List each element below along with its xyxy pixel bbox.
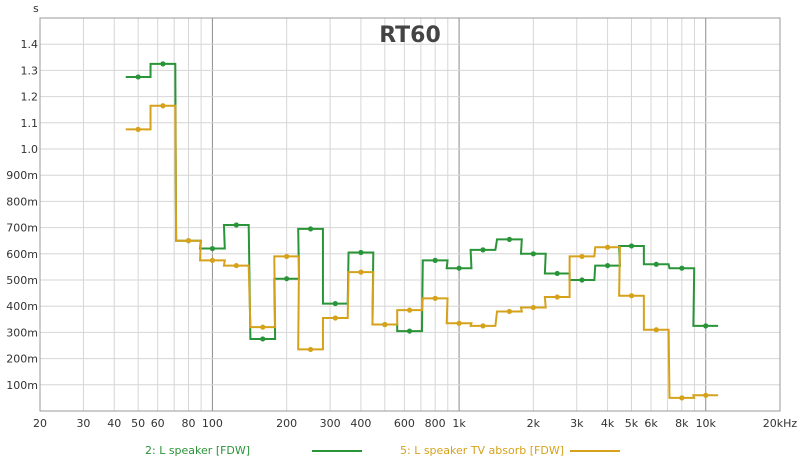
data-point [703, 323, 709, 329]
data-point [406, 307, 413, 313]
x-tick-label: 100 [202, 417, 223, 430]
y-tick-label: 1.4 [21, 38, 39, 51]
y-tick-label: 400m [6, 300, 38, 313]
y-tick-label: 1.3 [21, 64, 39, 77]
data-point [703, 392, 709, 398]
data-point [284, 253, 290, 260]
x-tick-label: 10k [696, 417, 717, 430]
data-point [284, 276, 290, 282]
x-tick-label: 3k [570, 417, 584, 430]
data-point [307, 346, 314, 353]
data-point [307, 226, 314, 232]
data-point [160, 61, 166, 67]
x-tick-label: 8k [675, 417, 689, 430]
data-point [185, 238, 192, 244]
x-tick-label: 60 [151, 417, 165, 430]
data-point [233, 222, 239, 228]
y-axis-ticks: 100m 200m 300m 400m 500m 600m 700m 800m 900m 1.0 1… [6, 38, 38, 392]
data-point [382, 321, 388, 328]
legend[interactable]: 2: L speaker [FDW] 5: L speaker TV absorb… [145, 444, 620, 457]
y-tick-label: 100m [6, 379, 38, 392]
data-point [135, 74, 141, 80]
data-point [579, 253, 585, 260]
x-tick-label: 4k [601, 417, 615, 430]
x-tick-label: 40 [107, 417, 121, 430]
data-point [209, 245, 216, 252]
data-point [530, 251, 536, 257]
plot-area [39, 17, 781, 412]
y-tick-label: 300m [6, 326, 38, 339]
data-point [506, 236, 513, 242]
data-point [358, 269, 364, 275]
y-tick-label: 200m [6, 353, 38, 366]
series-line-2 [125, 104, 719, 399]
data-point [554, 270, 560, 277]
x-tick-label: 5k [625, 417, 639, 430]
y-tick-label: 700m [6, 222, 38, 235]
x-tick-label: 1k [452, 417, 466, 430]
data-point [456, 265, 462, 271]
data-point [406, 328, 413, 334]
x-tick-label: 30 [76, 417, 90, 430]
data-point [260, 324, 266, 330]
legend-label-2[interactable]: 5: L speaker TV absorb [FDW] [400, 444, 564, 457]
x-tick-label: 6k [644, 417, 658, 430]
data-point [653, 261, 659, 267]
data-point [506, 308, 513, 315]
data-point [579, 277, 585, 283]
data-point [260, 336, 266, 342]
data-point [480, 323, 486, 329]
y-tick-label: 600m [6, 248, 38, 261]
y-tick-label: 1.2 [21, 91, 39, 104]
data-point [530, 304, 536, 311]
data-point [628, 243, 635, 249]
x-axis-ticks: 20 30 40 50 60 80 100 200 300 400 600 800 1k 2k 3k 4k 5k… [33, 417, 797, 430]
data-point [432, 295, 438, 301]
x-tick-label: 2k [527, 417, 541, 430]
y-tick-label: 800m [6, 195, 38, 208]
data-point [480, 247, 486, 253]
y-tick-label: 900m [6, 169, 38, 182]
data-point [332, 315, 338, 321]
data-point [679, 265, 685, 271]
x-tick-label: 20kHz [763, 417, 798, 430]
x-tick-label: 400 [350, 417, 371, 430]
y-axis-unit-label: s [33, 2, 39, 15]
data-point [653, 327, 659, 333]
data-point [679, 395, 685, 401]
x-tick-label: 800 [425, 417, 446, 430]
x-tick-label: 80 [182, 417, 196, 430]
y-tick-label: 1.0 [21, 143, 39, 156]
data-point [604, 244, 611, 250]
x-tick-label: 300 [320, 417, 341, 430]
data-point [554, 294, 560, 300]
data-point [135, 126, 141, 132]
data-point [332, 300, 338, 307]
data-point [432, 257, 438, 263]
data-point [233, 262, 239, 269]
chart-title: RT60 [379, 23, 441, 48]
x-tick-label: 200 [276, 417, 297, 430]
y-tick-label: 1.1 [21, 117, 39, 130]
data-point [209, 257, 216, 263]
data-point [358, 249, 364, 256]
legend-label-1[interactable]: 2: L speaker [FDW] [145, 444, 250, 457]
x-tick-label: 50 [131, 417, 145, 430]
grid-lines [40, 18, 780, 411]
data-point [628, 293, 635, 299]
data-point [160, 103, 166, 109]
x-tick-label: 20 [33, 417, 47, 430]
series-layer [125, 61, 719, 401]
data-point [456, 320, 462, 326]
data-point [604, 262, 611, 269]
y-tick-label: 500m [6, 274, 38, 287]
x-tick-label: 600 [394, 417, 415, 430]
